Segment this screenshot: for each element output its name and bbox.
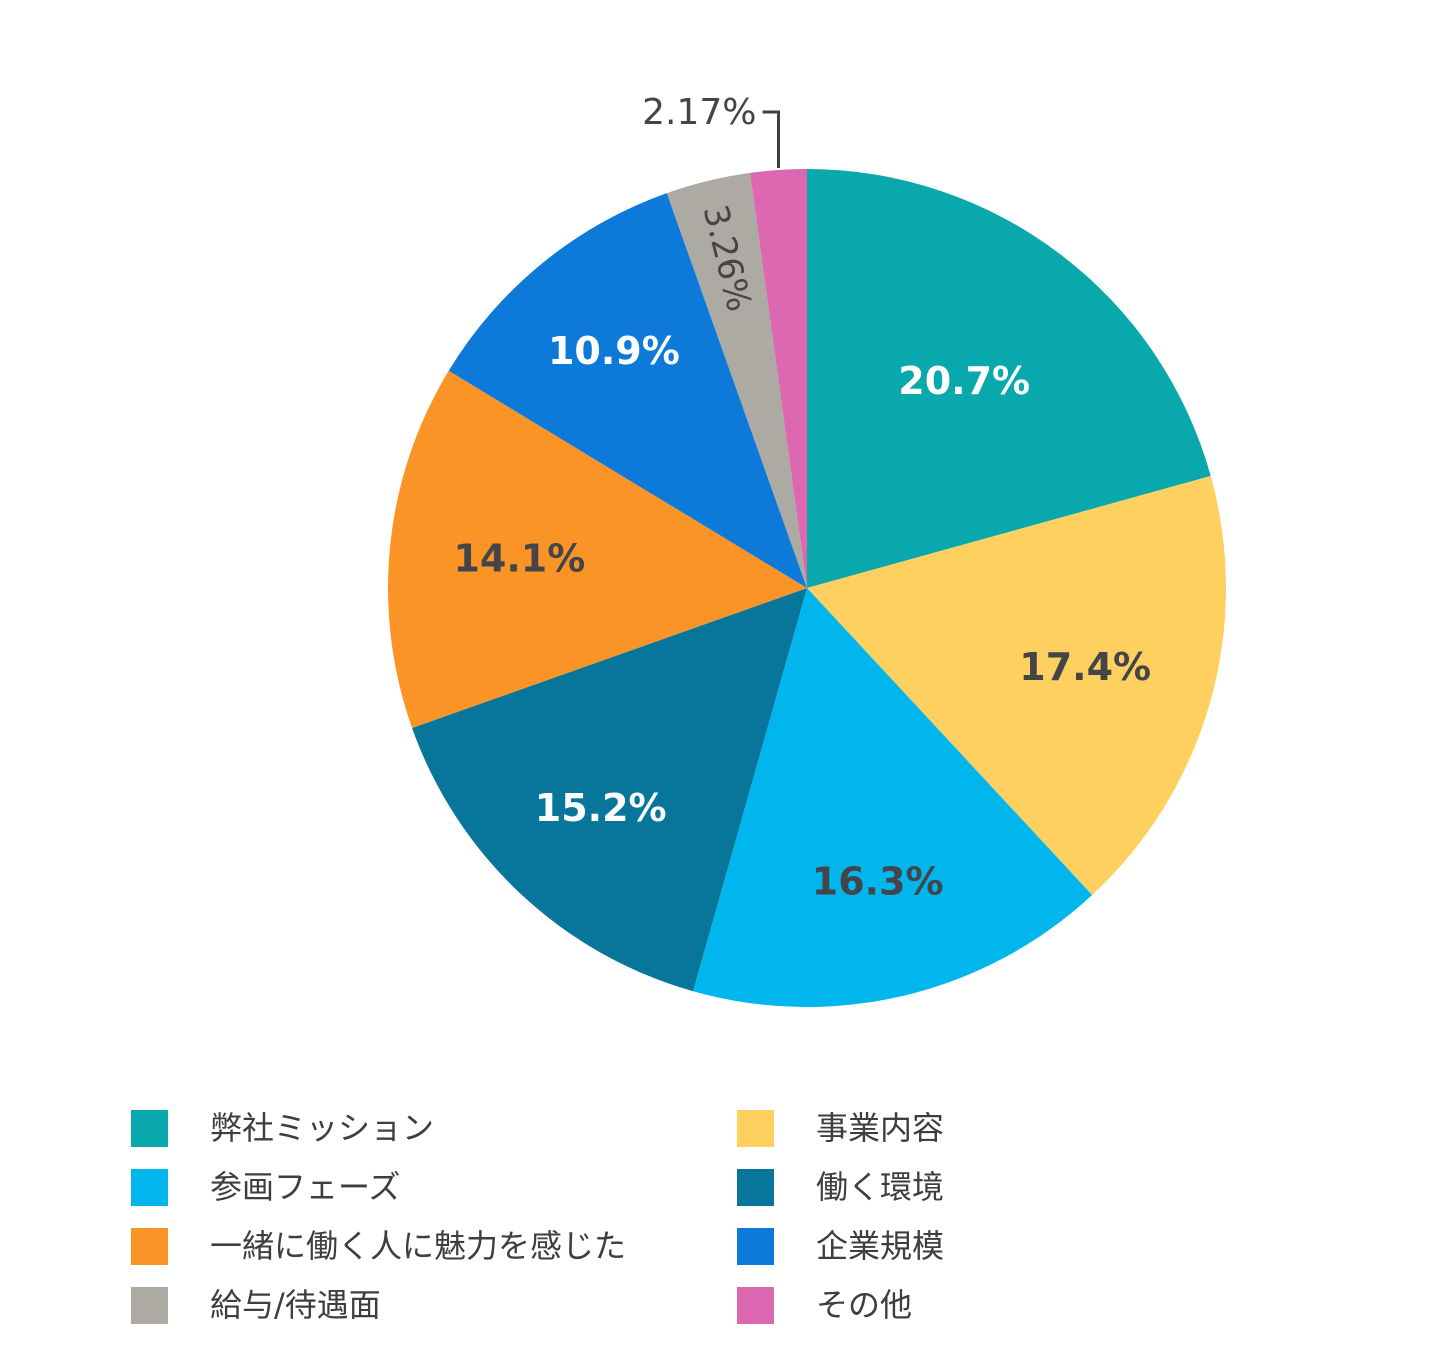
pie-slice-5[interactable] — [448, 193, 807, 588]
pie-chart: 20.7%17.4%16.3%15.2%14.1%10.9%3.26%2.17% — [387, 92, 1227, 1008]
legend-swatch-salary-benefits — [131, 1287, 168, 1324]
pie-slice-0[interactable] — [807, 169, 1211, 588]
legend-item-other[interactable]: その他 — [737, 1287, 912, 1324]
legend-label-participation-phase: 参画フェーズ — [210, 1168, 401, 1206]
legend-label-company-mission: 弊社ミッション — [210, 1109, 435, 1147]
legend-swatch-other — [737, 1287, 774, 1324]
legend-swatch-company-size — [737, 1228, 774, 1265]
legend-item-attracted-to-people[interactable]: 一緒に働く人に魅力を感じた — [131, 1228, 626, 1265]
legend-swatch-business-content — [737, 1110, 774, 1147]
callout-line — [762, 110, 780, 168]
slice-percent-label-3: 15.2% — [535, 786, 667, 830]
slice-percent-label-4: 14.1% — [453, 537, 585, 581]
legend-swatch-attracted-to-people — [131, 1228, 168, 1265]
legend-item-salary-benefits[interactable]: 給与/待遇面 — [131, 1287, 381, 1324]
legend-label-work-environment: 働く環境 — [816, 1168, 945, 1206]
legend-swatch-work-environment — [737, 1169, 774, 1206]
legend-label-company-size: 企業規模 — [816, 1227, 945, 1265]
pie-slice-3[interactable] — [412, 588, 807, 992]
legend-item-business-content[interactable]: 事業内容 — [737, 1110, 944, 1147]
pie-slice-7[interactable] — [750, 169, 807, 588]
legend-swatch-participation-phase — [131, 1169, 168, 1206]
slice-percent-label-1: 17.4% — [1019, 645, 1151, 689]
pie-slice-1[interactable] — [807, 476, 1227, 896]
legend-swatch-company-mission — [131, 1110, 168, 1147]
legend-item-work-environment[interactable]: 働く環境 — [737, 1169, 944, 1206]
legend-item-participation-phase[interactable]: 参画フェーズ — [131, 1169, 400, 1206]
legend-label-salary-benefits: 給与/待遇面 — [210, 1286, 381, 1324]
slice-percent-label-5: 10.9% — [548, 329, 680, 373]
legend-label-other: その他 — [816, 1286, 913, 1324]
pie-slice-2[interactable] — [693, 588, 1093, 1008]
pie-slice-6[interactable] — [666, 172, 807, 588]
slice-percent-label-7: 2.17% — [642, 92, 756, 133]
slice-percent-label-2: 16.3% — [812, 859, 944, 903]
legend-label-attracted-to-people: 一緒に働く人に魅力を感じた — [210, 1227, 627, 1265]
legend-item-company-mission[interactable]: 弊社ミッション — [131, 1110, 434, 1147]
slice-percent-label-0: 20.7% — [898, 359, 1030, 403]
legend-label-business-content: 事業内容 — [816, 1109, 945, 1147]
pie-slice-4[interactable] — [387, 370, 807, 728]
legend-item-company-size[interactable]: 企業規模 — [737, 1228, 944, 1265]
